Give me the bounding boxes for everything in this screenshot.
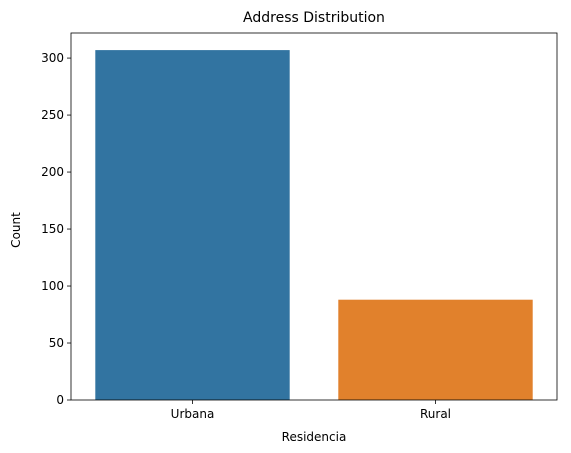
chart-title: Address Distribution xyxy=(243,10,385,26)
plot-frame xyxy=(70,32,558,401)
x-tick-label: Rural xyxy=(420,407,451,421)
y-tick-label: 0 xyxy=(56,393,64,407)
x-axis: Urbana Rural xyxy=(171,400,451,421)
y-tick-label: 300 xyxy=(41,51,64,65)
y-axis: 0 50 100 150 200 250 300 xyxy=(41,51,71,407)
y-tick-label: 200 xyxy=(41,165,64,179)
x-axis-label: Residencia xyxy=(282,430,347,444)
bars-group xyxy=(95,50,533,400)
y-axis-label: Count xyxy=(9,212,23,248)
y-tick-label: 150 xyxy=(41,222,64,236)
x-tick-label: Urbana xyxy=(171,407,215,421)
y-tick-label: 250 xyxy=(41,108,64,122)
y-tick-label: 50 xyxy=(49,336,64,350)
y-tick-label: 100 xyxy=(41,279,64,293)
bar-rural xyxy=(338,299,533,400)
bar-urbana xyxy=(95,50,290,400)
